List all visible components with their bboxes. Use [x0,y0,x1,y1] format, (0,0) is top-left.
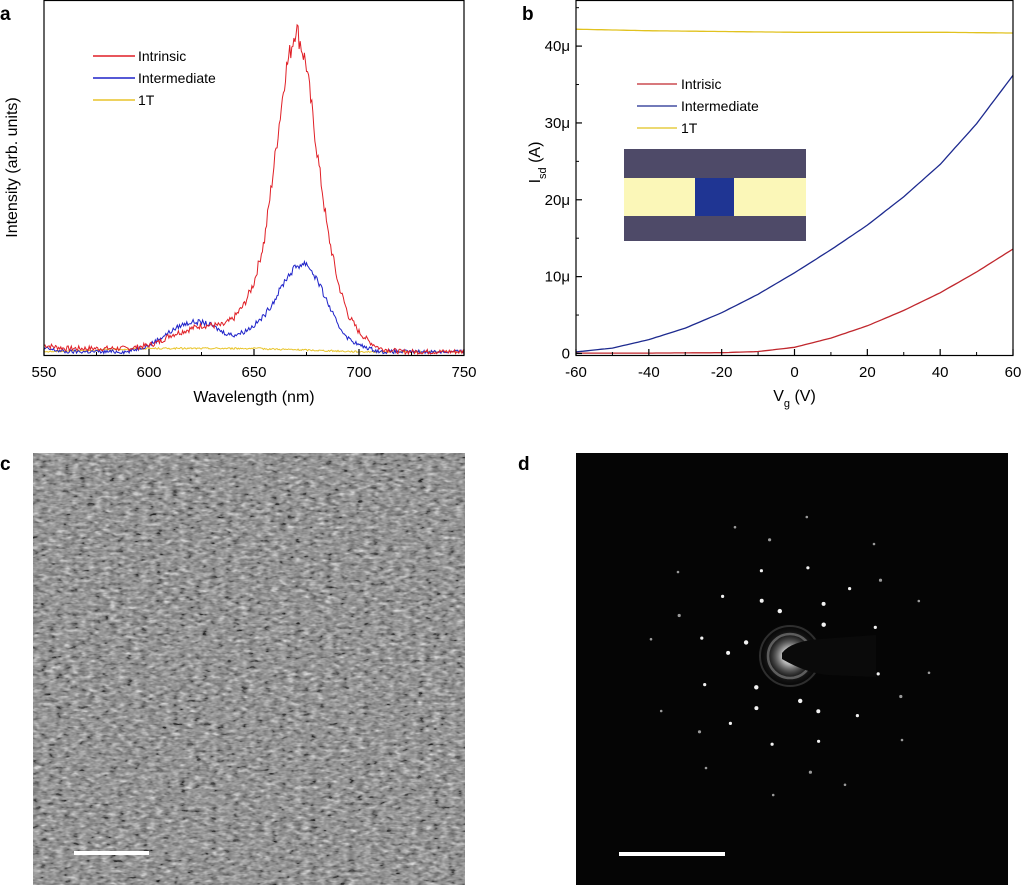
panel-d-letter-wrap: d [518,454,530,475]
diffraction-spot [659,709,663,713]
diffraction-spot [677,613,681,618]
diffraction-spot [873,625,877,629]
hrtem-image [33,453,465,885]
diffraction-spot [771,793,775,797]
diffraction-spot [700,636,704,640]
panel-a-plot-area [43,23,465,356]
diffraction-spot [843,783,847,787]
panel-b-letter: b [522,4,534,25]
panel-a-letter: a [0,4,11,25]
diffraction-spot [927,671,931,675]
diffraction-spot [821,601,826,606]
beam-stop [782,635,876,677]
diffraction-spot [759,569,763,573]
x-tick-label: 60 [1005,364,1022,381]
x-tick-label: 600 [136,364,161,381]
diffraction-spot [872,542,876,546]
legend-label-intermediate: Intermediate [681,98,759,114]
legend-label-1t: 1T [681,120,698,136]
panel-d-scale-bar [619,852,725,856]
legend-label-intrinsic: Intrinsic [138,48,186,64]
diffraction-spot [703,683,707,687]
inset-channel [695,178,734,216]
series-line-intermediate [575,74,1014,353]
x-tick-label: 650 [241,364,266,381]
x-tick-label: 700 [346,364,371,381]
diffraction-spot [917,599,921,603]
y-axis-title: Intensity (arb. units) [4,97,21,238]
panel-b-axes: -60 -40 -20 0 20 40 60 0 10μ 20μ 30μ 40μ Vg (V) Isd (… [527,0,1022,410]
panel-a-chart: a Intrinsic Intermediate 1T 550 600 650 700 75… [0,0,477,406]
diffraction-spot [754,706,759,711]
diffraction-spot [798,698,803,704]
legend-label-intrisic: Intrisic [681,76,721,92]
diffraction-spot [728,721,732,725]
diffraction-spot [759,598,764,603]
diffraction-spot [816,709,821,714]
diffraction-spot [768,538,772,542]
legend-label-1t: 1T [138,92,155,108]
diffraction-spot [726,650,731,655]
panel-b-chart: b Intrisic Intermediate 1T -60 -40 -20 0 20 40 6… [522,0,1022,410]
diffraction-spot [876,672,880,676]
diffraction-spot [899,694,903,699]
x-tick-label: -40 [638,364,660,381]
panel-d-letter: d [518,454,530,475]
panel-a-axes: 550 600 650 700 750 Wavelength (nm) Intensity … [4,0,477,406]
series-line-intrisic [576,248,1014,354]
device-inset-image [624,149,806,241]
plot-frame [43,0,465,357]
x-tick-label: -20 [711,364,733,381]
y-tick-label: 10μ [545,269,570,286]
diffraction-spot [676,570,680,574]
saed-pattern-image [576,453,1008,885]
plot-frame [575,0,1014,357]
y-axis-title: Isd (A) [527,142,549,184]
diffraction-spot [777,608,782,614]
x-tick-label: 550 [31,364,56,381]
diffraction-spot [704,766,708,770]
diffraction-spot [855,714,859,718]
x-axis-title: Wavelength (nm) [193,389,314,406]
diffraction-spot [821,622,826,627]
diffraction-spot [878,578,883,582]
diffraction-spot [770,742,774,746]
y-tick-label: 30μ [545,115,570,132]
panel-a-legend: Intrinsic Intermediate 1T [93,48,216,108]
series-line-intermediate [43,259,465,355]
series-line-intrinsic [43,23,465,356]
diffraction-spot [754,685,759,690]
diffraction-spot [817,739,821,743]
panel-c-scale-bar [74,851,149,855]
diffraction-spot [806,566,810,570]
panel-c-letter-wrap: c [0,454,11,475]
legend-label-intermediate: Intermediate [138,70,216,86]
x-tick-label: 0 [790,364,798,381]
diffraction-spot [808,770,812,774]
x-tick-label: 750 [451,364,476,381]
y-tick-label: 20μ [545,192,570,209]
diffraction-spot [649,637,653,641]
diffraction-spot [733,525,737,529]
y-tick-label: 0 [562,345,570,362]
y-tick-label: 40μ [545,38,570,55]
x-tick-label: 40 [932,364,949,381]
x-tick-label: -60 [565,364,587,381]
diffraction-spot [721,594,725,598]
diffraction-spot [900,738,904,742]
diffraction-spot [848,587,852,591]
x-tick-label: 20 [859,364,876,381]
panel-b-legend: Intrisic Intermediate 1T [637,76,759,136]
series-line-1t [575,28,1013,34]
diffraction-spot [743,640,749,645]
diffraction-spot [697,730,702,734]
diffraction-spot [805,515,809,519]
panel-c-letter: c [0,454,11,475]
x-axis-title: Vg (V) [773,388,816,410]
